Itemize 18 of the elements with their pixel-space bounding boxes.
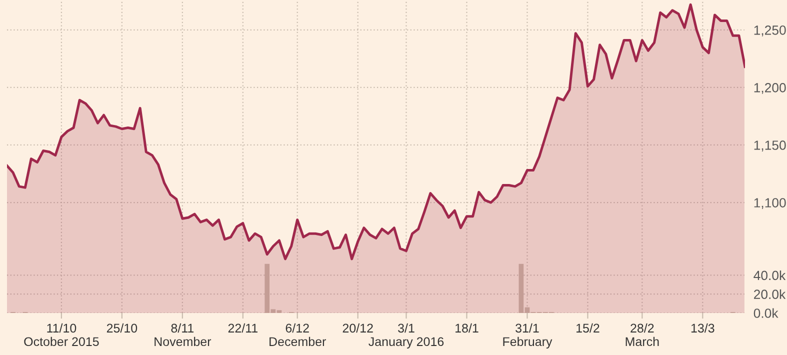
y-tick-label: 20.0k: [754, 289, 786, 300]
x-tick-label: 20/12: [342, 323, 373, 333]
x-tick-label: 8/11 November: [154, 323, 212, 346]
x-tick-label: 11/10 October 2015: [24, 323, 99, 346]
x-tick-label: 15/2: [576, 323, 600, 333]
x-tick-label: 31/1 February: [503, 323, 552, 349]
x-tick-label: 13/3: [691, 323, 714, 333]
y-tick-label: 0.0k: [754, 308, 778, 318]
y-tick-label: 1,150: [754, 140, 786, 152]
y-tick-label: 1,100: [754, 198, 786, 209]
x-tick-label: 25/10: [106, 323, 138, 333]
x-tick-label: 18/1: [456, 323, 478, 333]
x-tick-label: 6/12 December: [270, 323, 326, 346]
y-tick-label: 1,250: [754, 25, 786, 36]
x-tick-label: 22/11: [228, 323, 258, 333]
y-tick-label: 40.0k: [754, 270, 786, 280]
x-tick-label: 28/2 March: [626, 323, 659, 346]
y-tick-label: 1,200: [754, 83, 786, 94]
